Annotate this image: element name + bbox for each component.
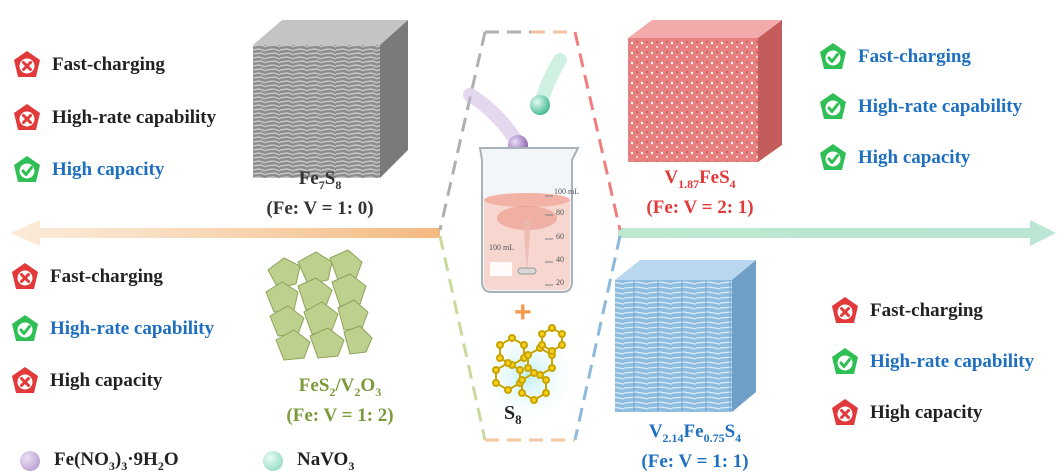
fe7s8-ratio: (Fe: V = 1: 0)	[266, 197, 374, 219]
v187fes4-cube-icon	[628, 20, 782, 162]
plus-sign: +	[514, 296, 532, 329]
left-arrow	[10, 220, 440, 246]
feature-label: High-rate capability	[52, 107, 217, 128]
beaker-icon	[478, 147, 580, 293]
beaker-mark-20: 20	[556, 278, 564, 287]
fe7s8-cube-icon	[253, 20, 408, 178]
fes2-v2o3-ratio: (Fe: V = 1: 2)	[286, 404, 394, 426]
top-left-feature-high-capacity: High capacity	[12, 155, 164, 185]
beaker-mark-60: 60	[556, 232, 564, 241]
fe7s8-label: Fe7S8 (Fe: V = 1: 0)	[250, 167, 390, 221]
top-left-feature-high-rate: High-rate capability	[12, 103, 216, 133]
v214fe075s4-label: V2.14Fe0.75S4 (Fe: V = 1: 1)	[610, 420, 780, 474]
purple-sphere-icon	[20, 451, 40, 472]
check-badge-icon	[820, 43, 846, 69]
navo3-ball	[530, 95, 550, 115]
check-badge-icon	[820, 144, 846, 170]
fe7s8-formula: Fe7S8	[298, 168, 342, 192]
check-badge-icon	[14, 156, 40, 182]
cross-badge-icon	[14, 51, 40, 77]
cross-badge-icon	[832, 399, 858, 425]
right-arrow	[618, 220, 1056, 246]
v214fe075s4-formula: V2.14Fe0.75S4	[648, 421, 742, 445]
fes2-v2o3-formula: FeS2/V2O3	[298, 375, 382, 399]
cross-badge-icon	[14, 104, 40, 130]
v187fes4-formula: V1.87FeS4	[664, 167, 736, 191]
v214fe075s4-cube-icon	[615, 260, 756, 412]
feature-label: High-rate capability	[50, 318, 215, 339]
s8-molecule-icon	[492, 324, 566, 404]
feature-label: Fast-charging	[870, 300, 983, 321]
feature-label: High-rate capability	[858, 96, 1023, 117]
s8-label: S8	[504, 402, 522, 427]
green-sphere-icon	[263, 451, 283, 472]
beaker-mark-100: 100 mL	[554, 187, 580, 196]
feature-label: High-rate capability	[870, 351, 1035, 372]
cross-badge-icon	[12, 263, 38, 289]
top-left-feature-fast-charging: Fast-charging	[12, 50, 165, 80]
beaker-side-label: 100 mL	[489, 243, 515, 252]
feature-label: High capacity	[858, 147, 971, 168]
bottom-left-feature-fast-charging: Fast-charging	[10, 262, 163, 292]
v187fes4-label: V1.87FeS4 (Fe: V = 2: 1)	[630, 166, 770, 220]
fes2-v2o3-particles-icon	[265, 249, 373, 361]
check-badge-icon	[832, 348, 858, 374]
cross-badge-icon	[832, 297, 858, 323]
fes2-v2o3-label: FeS2/V2O3 (Fe: V = 1: 2)	[270, 374, 410, 428]
bottom-left-feature-high-rate: High-rate capability	[10, 314, 214, 344]
feature-label: High capacity	[50, 370, 163, 391]
v214fe075s4-ratio: (Fe: V = 1: 1)	[641, 450, 749, 472]
check-badge-icon	[12, 315, 38, 341]
feature-label: High capacity	[52, 159, 165, 180]
top-right-feature-fast-charging: Fast-charging	[818, 42, 971, 72]
check-badge-icon	[820, 93, 846, 119]
beaker-mark-40: 40	[556, 255, 564, 264]
legend-fe-nitrate-label: Fe(NO3)3·9H2O	[54, 449, 179, 473]
beaker-mark-80: 80	[556, 208, 564, 217]
cross-badge-icon	[12, 367, 38, 393]
feature-label: Fast-charging	[52, 54, 165, 75]
bottom-right-feature-high-capacity: High capacity	[830, 398, 982, 428]
bottom-right-feature-fast-charging: Fast-charging	[830, 296, 983, 326]
bottom-right-feature-high-rate: High-rate capability	[830, 347, 1034, 377]
legend-navo3: NaVO3	[263, 449, 354, 474]
bottom-left-feature-high-capacity: High capacity	[10, 366, 162, 396]
v187fes4-ratio: (Fe: V = 2: 1)	[646, 196, 754, 218]
feature-label: Fast-charging	[50, 266, 163, 287]
legend-fe-nitrate: Fe(NO3)3·9H2O	[20, 449, 179, 474]
feature-label: High capacity	[870, 402, 983, 423]
top-right-feature-high-rate: High-rate capability	[818, 92, 1022, 122]
top-right-feature-high-capacity: High capacity	[818, 143, 970, 173]
feature-label: Fast-charging	[858, 46, 971, 67]
legend-navo3-label: NaVO3	[297, 449, 355, 473]
